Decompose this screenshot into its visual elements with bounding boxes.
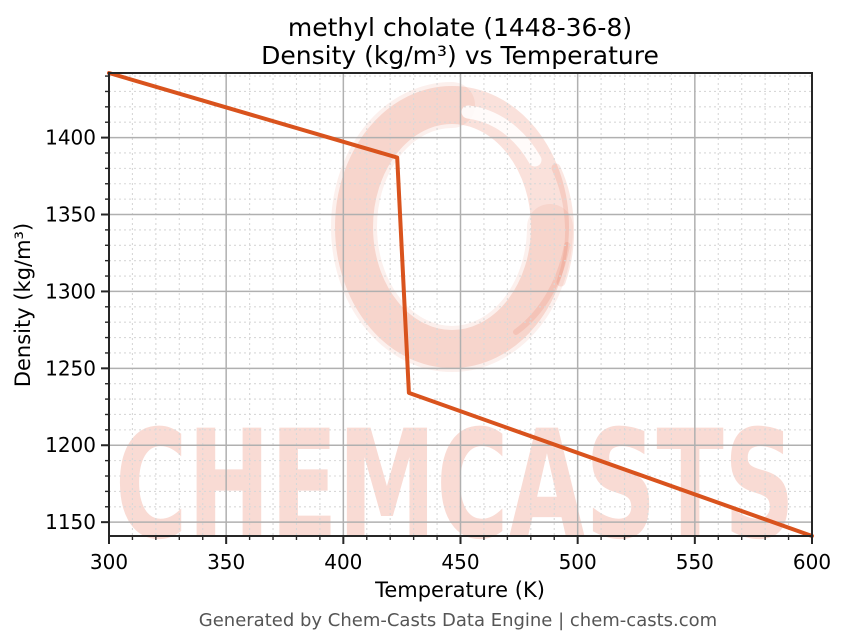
brush-circle-flick	[551, 163, 575, 287]
y-tick-label: 1250	[45, 356, 96, 380]
y-tick-label: 1150	[45, 510, 96, 534]
brush-circle-highlight	[461, 105, 542, 167]
x-tick-label: 600	[793, 550, 831, 574]
x-tick-label: 550	[676, 550, 714, 574]
y-tick-label: 1300	[45, 279, 96, 303]
chemcasts-brush-circle-logo	[335, 86, 569, 368]
y-tick-label: 1400	[45, 126, 96, 150]
watermark-text: CHEMCASTS	[115, 399, 795, 573]
watermark-layer: CHEMCASTS	[115, 82, 795, 573]
grid-layer	[109, 73, 812, 536]
tick-label-layer: 300 350 400 450 500 550 600 1150 1200 1250 1300 135…	[45, 126, 831, 574]
axes-layer	[101, 72, 813, 544]
x-tick-label: 450	[441, 550, 479, 574]
x-tick-label: 350	[207, 550, 245, 574]
x-tick-label: 500	[559, 550, 597, 574]
y-tick-label: 1200	[45, 433, 96, 457]
chart-title-line2: Density (kg/m³) vs Temperature	[261, 41, 659, 70]
x-tick-label: 300	[90, 550, 128, 574]
y-axis-label: Density (kg/m³)	[11, 223, 35, 387]
brush-circle-flick	[513, 242, 570, 335]
y-tick-label: 1350	[45, 203, 96, 227]
chart-title-line1: methyl cholate (1448-36-8)	[288, 13, 632, 42]
series-layer	[107, 71, 814, 538]
footer-credit: Generated by Chem-Casts Data Engine | ch…	[199, 610, 717, 631]
x-tick-label: 400	[324, 550, 362, 574]
x-axis-label: Temperature (K)	[374, 578, 545, 602]
density-vs-temperature-line	[107, 71, 814, 538]
brush-circle-shade	[331, 82, 573, 372]
